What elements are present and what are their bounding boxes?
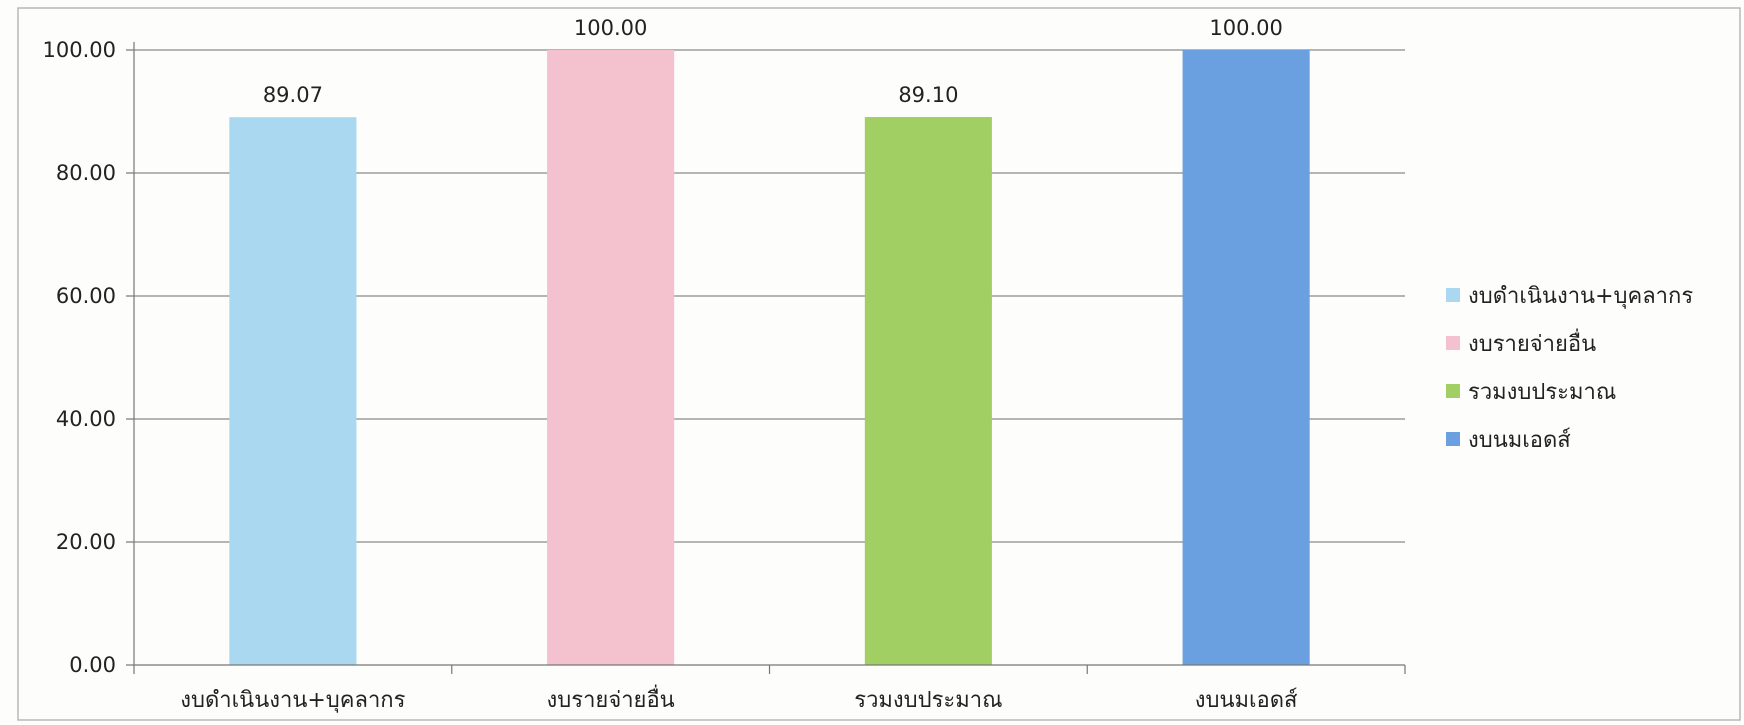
x-category-label-2: งบรายจ่ายอื่น <box>547 684 675 713</box>
y-tick-label: 0.00 <box>69 653 116 677</box>
y-tick-label: 80.00 <box>56 161 116 185</box>
y-tick-label: 20.00 <box>56 530 116 554</box>
data-label-3: 89.10 <box>898 83 958 107</box>
legend-swatch-1 <box>1446 288 1460 302</box>
bars <box>229 50 1310 666</box>
legend-label-4: งบนมเอดส์ <box>1468 428 1571 453</box>
data-label-2: 100.00 <box>574 16 647 40</box>
y-tick-label: 40.00 <box>56 407 116 431</box>
x-category-label-1: งบดำเนินงาน+บุคลากร <box>180 688 405 713</box>
x-category-label-3: รวมงบประมาณ <box>854 688 1002 713</box>
x-category-label-4: งบนมเอดส์ <box>1195 688 1298 713</box>
axes <box>126 42 1406 674</box>
legend-label-3: รวมงบประมาณ <box>1468 380 1616 405</box>
labels: 0.00 20.00 40.00 60.00 80.00 100.00 89.07 งบดำเ… <box>43 16 1299 713</box>
bar-3 <box>864 117 992 665</box>
bar-2 <box>547 50 675 665</box>
y-tick-label: 60.00 <box>56 284 116 308</box>
legend-swatch-3 <box>1446 384 1460 398</box>
legend-label-1: งบดำเนินงาน+บุคลากร <box>1468 284 1693 309</box>
y-tick-label: 100.00 <box>43 38 116 62</box>
bar-1 <box>229 117 357 666</box>
legend-swatch-4 <box>1446 432 1460 446</box>
data-label-4: 100.00 <box>1209 16 1282 40</box>
legend: งบดำเนินงาน+บุคลากรงบรายจ่ายอื่นรวมงบประ… <box>1446 284 1693 453</box>
data-label-1: 89.07 <box>263 83 323 107</box>
bar-4 <box>1182 50 1310 665</box>
legend-swatch-2 <box>1446 336 1460 350</box>
chart-frame <box>17 7 1741 721</box>
legend-label-2: งบรายจ่ายอื่น <box>1468 328 1596 357</box>
